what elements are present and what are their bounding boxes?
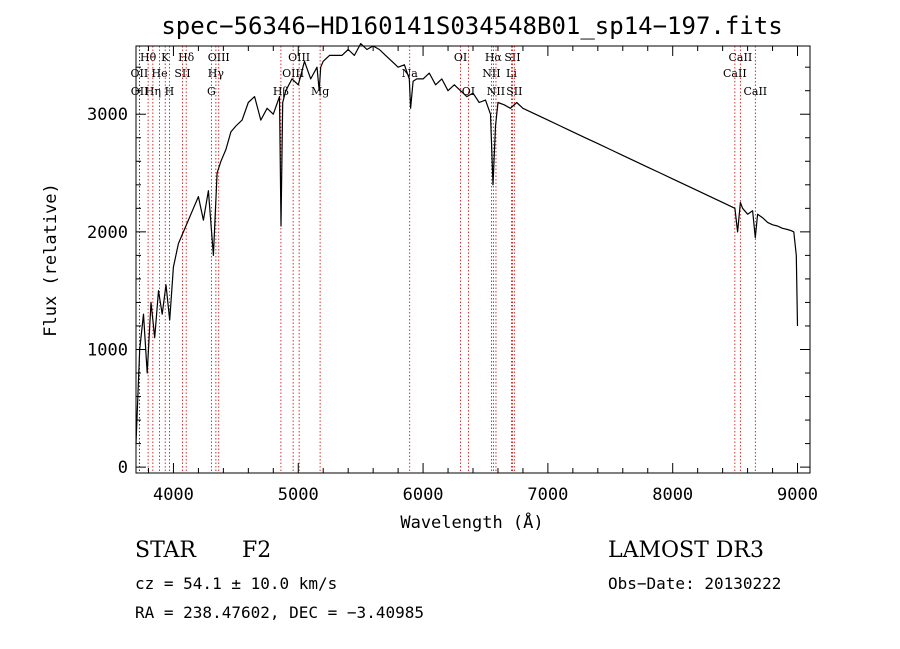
y-axis-label: Flux (relative) [41, 183, 61, 337]
spectrum-line [135, 43, 799, 444]
spectral-line-label: Hβ [273, 85, 289, 98]
spectral-line-label: Hθ [140, 51, 157, 64]
spectral-line-label: OI [454, 51, 467, 64]
y-tick-label: 3000 [87, 105, 128, 125]
spectral-line-label: Na [402, 67, 419, 80]
spectral-line-label: OIII [282, 67, 304, 80]
spectral-line-label: Hα [485, 51, 503, 64]
spectral-line-label: SII [506, 85, 522, 98]
spectral-line-label: CaII [729, 51, 753, 64]
coordinates: RA = 238.47602, DEC = −3.40985 [135, 603, 424, 622]
x-tick-label: 7000 [527, 485, 568, 505]
spectral-line-label: NII [482, 67, 500, 80]
observation-date: Obs−Date: 20130222 [608, 574, 782, 593]
redshift-velocity: cz = 54.1 ± 10.0 km/s [135, 574, 338, 593]
spectral-line-label: CaII [743, 85, 767, 98]
plot-axes: 4000 5000 6000 7000 8000 9000 0 1000 2000 3000 [87, 45, 818, 505]
spectral-line-label: H [165, 85, 175, 98]
spectral-line-label: OII [131, 67, 149, 80]
x-tick-label: 5000 [278, 485, 319, 505]
x-tick-label: 6000 [403, 485, 444, 505]
spectral-line-label: NII [487, 85, 505, 98]
y-tick-label: 2000 [87, 223, 128, 243]
spectral-line-label: OIII [208, 51, 230, 64]
spectral-line-label: He [152, 67, 168, 80]
x-tick-label: 9000 [777, 485, 818, 505]
spectral-line-label: G [207, 85, 216, 98]
spectral-line-label: K [161, 51, 170, 64]
spectral-line-label: Hδ [178, 51, 195, 64]
spectral-line-label: Hη [145, 85, 161, 98]
y-tick-label: 0 [118, 458, 128, 478]
object-class: STAR [135, 538, 196, 563]
spectral-line-label: OIII [288, 51, 310, 64]
chart-title: spec−56346−HD160141S034548B01_sp14−197.f… [161, 12, 782, 40]
x-axis-label: Wavelength (Å) [400, 511, 543, 533]
x-tick-label: 8000 [652, 485, 693, 505]
spectral-line-label: SII [174, 67, 190, 80]
object-subclass: F2 [242, 538, 272, 563]
spectral-line-label: CaII [723, 67, 747, 80]
spectral-line-label: Mg [311, 85, 329, 98]
spectrum-line-layer [135, 43, 799, 444]
plot-frame [135, 45, 811, 474]
survey-name: LAMOST DR3 [608, 538, 764, 563]
spectral-line-label: SII [504, 51, 520, 64]
spectral-line-label: OII [131, 85, 149, 98]
spectral-line-label: Li [506, 67, 517, 80]
spectral-line-label: Hγ [208, 67, 225, 80]
x-tick-label: 4000 [153, 485, 194, 505]
y-tick-label: 1000 [87, 340, 128, 360]
